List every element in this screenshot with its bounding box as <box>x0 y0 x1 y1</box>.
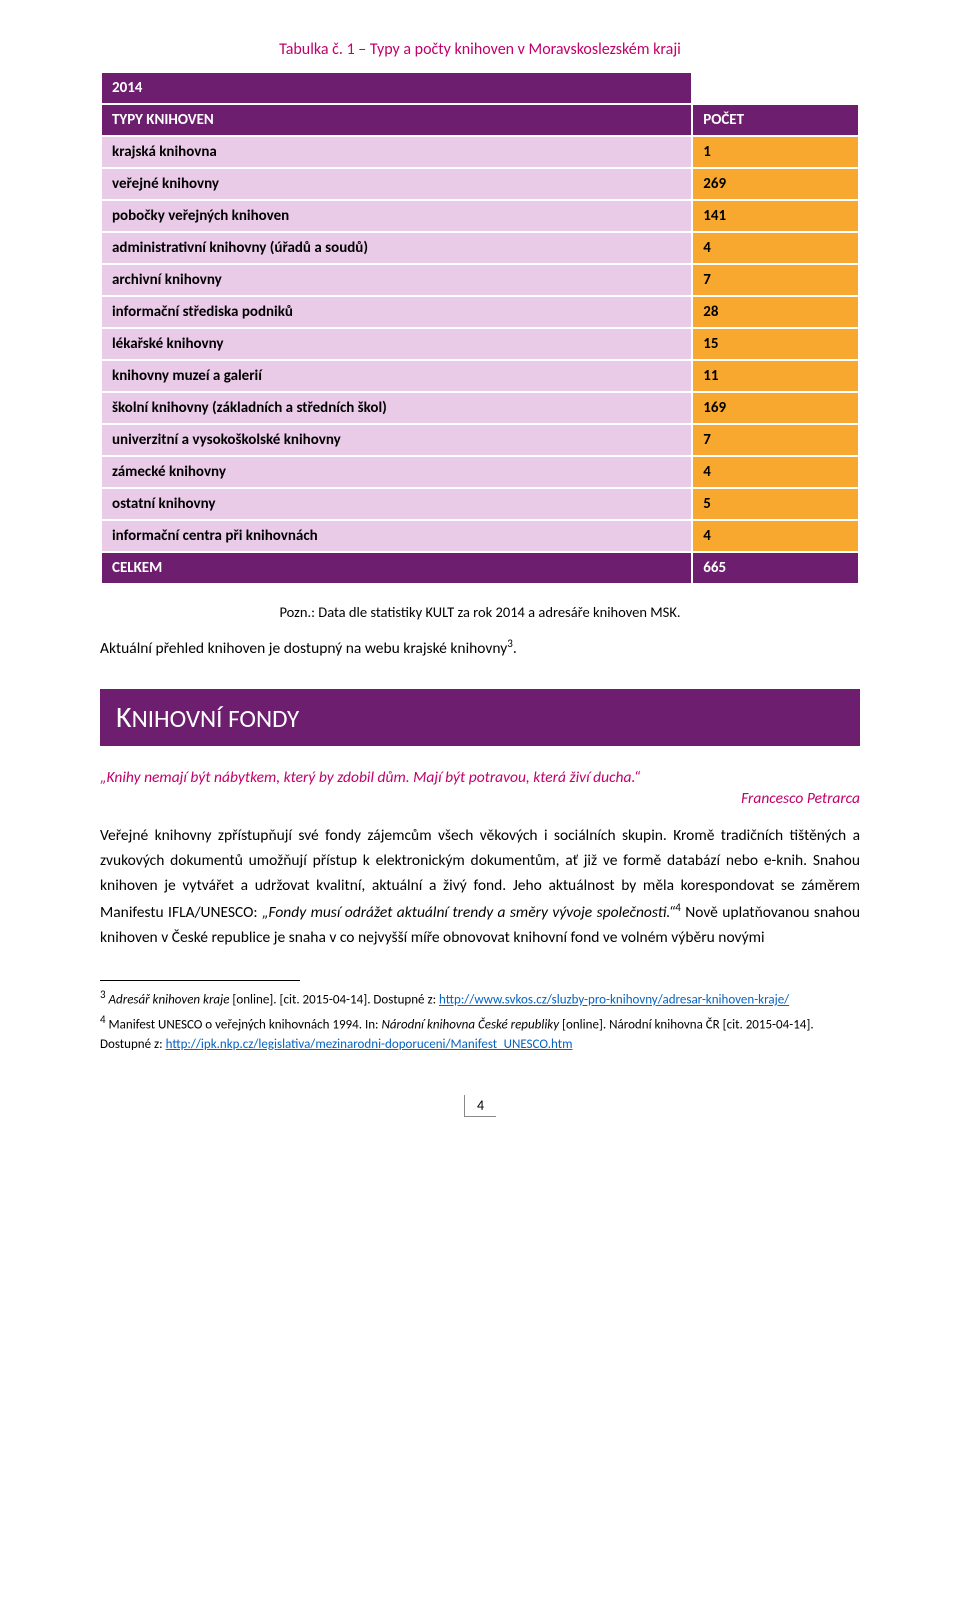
library-types-table: 2014 TYPY KNIHOVEN POČET krajská knihovn… <box>100 71 860 585</box>
table-row-value: 4 <box>692 456 859 488</box>
footnote-3-sup: 3 <box>100 988 106 1001</box>
table-row-value: 11 <box>692 360 859 392</box>
table-row-value: 28 <box>692 296 859 328</box>
table-row-label: administrativní knihovny (úřadů a soudů) <box>101 232 692 264</box>
table-row-value: 4 <box>692 520 859 552</box>
table-row-label: univerzitní a vysokoškolské knihovny <box>101 424 692 456</box>
intro-line: Aktuální přehled knihoven je dostupný na… <box>100 635 860 661</box>
table-row-value: 7 <box>692 424 859 456</box>
section-heading: KNIHOVNÍ FONDY <box>100 689 860 746</box>
table-footer-label: CELKEM <box>101 552 692 584</box>
table-row-label: školní knihovny (základních a středních … <box>101 392 692 424</box>
table-row-value: 7 <box>692 264 859 296</box>
intro-end: . <box>513 639 517 658</box>
table-row-value: 269 <box>692 168 859 200</box>
table-footer-value: 665 <box>692 552 859 584</box>
table-caption: Tabulka č. 1 – Typy a počty knihoven v M… <box>100 40 860 59</box>
table-row-value: 4 <box>692 232 859 264</box>
main-paragraph: Veřejné knihovny zpřístupňují své fondy … <box>100 824 860 950</box>
page-number: 4 <box>464 1095 496 1117</box>
table-header-types: TYPY KNIHOVEN <box>101 104 692 136</box>
quote-text: „Knihy nemají být nábytkem, který by zdo… <box>100 768 860 787</box>
table-row-label: knihovny muzeí a galerií <box>101 360 692 392</box>
page-number-box: 4 <box>460 1095 500 1117</box>
footnote-separator <box>100 980 300 981</box>
footnote-4-link[interactable]: http://ipk.nkp.cz/legislativa/mezinarodn… <box>166 1037 573 1052</box>
footnote-4-text1: Manifest UNESCO o veřejných knihovnách 1… <box>106 1018 382 1033</box>
section-heading-rest: NIHOVNÍ FONDY <box>132 703 300 734</box>
table-row-label: pobočky veřejných knihoven <box>101 200 692 232</box>
table-year-cell: 2014 <box>101 72 692 104</box>
footnote-3: 3 Adresář knihoven kraje [online]. [cit.… <box>100 987 860 1010</box>
table-row-label: krajská knihovna <box>101 136 692 168</box>
footnote-3-link[interactable]: http://www.svkos.cz/sluzby-pro-knihovny/… <box>439 993 789 1008</box>
table-row-value: 15 <box>692 328 859 360</box>
footnote-3-text: [online]. [cit. 2015-04-14]. Dostupné z: <box>229 993 439 1008</box>
table-header-count: POČET <box>692 104 859 136</box>
quote-author: Francesco Petrarca <box>100 789 860 808</box>
table-note: Pozn.: Data dle statistiky KULT za rok 2… <box>100 603 860 621</box>
footnote-3-italic: Adresář knihoven kraje <box>109 993 230 1008</box>
table-row-label: informační střediska podniků <box>101 296 692 328</box>
table-row-value: 5 <box>692 488 859 520</box>
intro-text: Aktuální přehled knihoven je dostupný na… <box>100 639 507 658</box>
table-row-label: lékařské knihovny <box>101 328 692 360</box>
table-empty-header <box>692 72 859 104</box>
table-row-label: veřejné knihovny <box>101 168 692 200</box>
table-row-label: ostatní knihovny <box>101 488 692 520</box>
table-row-value: 141 <box>692 200 859 232</box>
table-row-value: 169 <box>692 392 859 424</box>
table-row-value: 1 <box>692 136 859 168</box>
footnote-4: 4 Manifest UNESCO o veřejných knihovnách… <box>100 1012 860 1054</box>
table-row-label: archivní knihovny <box>101 264 692 296</box>
footnote-4-italic: Národní knihovna České republiky <box>381 1018 559 1033</box>
table-row-label: informační centra při knihovnách <box>101 520 692 552</box>
main-italic: „Fondy musí odrážet aktuální trendy a sm… <box>262 903 675 922</box>
table-row-label: zámecké knihovny <box>101 456 692 488</box>
section-heading-big: K <box>116 699 132 736</box>
